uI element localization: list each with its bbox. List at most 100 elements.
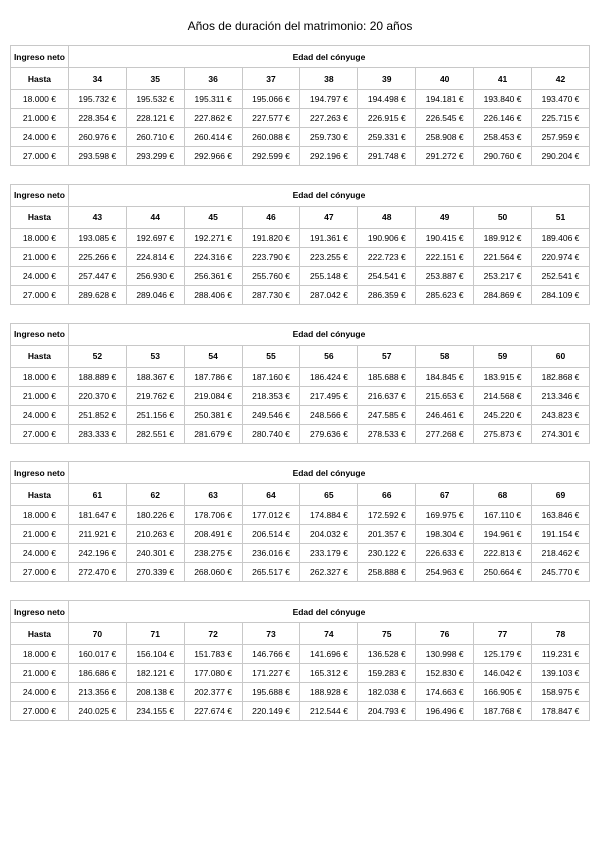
age-cell: 58 [415, 344, 475, 368]
age-cell: 50 [473, 205, 533, 229]
value-cell: 182.038 € [357, 682, 417, 703]
value-cell: 259.331 € [357, 127, 417, 147]
data-row: 18.000 €193.085 €192.697 €192.271 €191.8… [10, 227, 590, 248]
age-cell: 55 [241, 344, 301, 368]
age-cell: 66 [357, 483, 417, 507]
data-table: Ingreso neto Edad del cónyuge Hasta 61 62 63 6… [10, 461, 591, 583]
value-cell: 182.121 € [125, 663, 185, 684]
value-cell: 171.227 € [241, 663, 301, 684]
value-cell: 192.271 € [183, 227, 243, 248]
value-cell: 191.361 € [299, 227, 359, 248]
header-cell: Edad del cónyuge [67, 461, 591, 485]
value-cell: 258.453 € [473, 127, 533, 147]
value-cell: 188.928 € [299, 682, 359, 703]
value-cell: 215.653 € [415, 385, 475, 406]
value-cell: 270.339 € [125, 562, 185, 583]
value-cell: 240.025 € [67, 701, 127, 722]
value-cell: 275.873 € [473, 423, 533, 444]
value-cell: 182.868 € [531, 366, 590, 387]
value-cell: 290.760 € [473, 146, 533, 166]
value-cell: 177.012 € [241, 505, 301, 526]
header-row: Hasta 34 35 36 37 38 39 40 41 42 [10, 67, 590, 90]
row-label: 24.000 € [10, 265, 69, 286]
header-cell: Ingreso neto [10, 461, 69, 485]
value-cell: 287.730 € [241, 284, 301, 305]
value-cell: 220.370 € [67, 385, 127, 406]
page-title: Años de duración del matrimonio: 20 años [187, 19, 413, 33]
age-cell: 46 [241, 205, 301, 229]
value-cell: 251.156 € [125, 404, 185, 425]
data-row: 18.000 €195.732 €195.532 €195.311 €195.0… [10, 89, 590, 109]
value-cell: 226.545 € [415, 108, 475, 128]
value-cell: 210.263 € [125, 524, 185, 545]
value-cell: 220.149 € [241, 701, 301, 722]
data-row: 18.000 €160.017 €156.104 €151.783 €146.7… [10, 644, 590, 665]
value-cell: 245.770 € [531, 562, 590, 583]
header-cell: Hasta [10, 67, 69, 90]
value-cell: 180.226 € [125, 505, 185, 526]
age-cell: 41 [473, 67, 533, 90]
value-cell: 169.975 € [415, 505, 475, 526]
value-cell: 130.998 € [415, 644, 475, 665]
value-cell: 223.790 € [241, 246, 301, 267]
value-cell: 258.888 € [357, 562, 417, 583]
header-cell: Edad del cónyuge [67, 45, 591, 68]
age-cell: 72 [183, 622, 243, 646]
header-row: Hasta 43 44 45 46 47 48 49 50 51 [10, 205, 590, 229]
age-cell: 35 [125, 67, 185, 90]
value-cell: 163.846 € [531, 505, 590, 526]
row-label: 21.000 € [10, 663, 69, 684]
value-cell: 230.122 € [357, 543, 417, 564]
value-cell: 186.424 € [299, 366, 359, 387]
age-cell: 65 [299, 483, 359, 507]
data-row: 27.000 €283.333 €282.551 €281.679 €280.7… [10, 423, 590, 444]
value-cell: 195.066 € [241, 89, 301, 109]
data-row: 24.000 €251.852 €251.156 €250.381 €249.5… [10, 404, 590, 425]
value-cell: 191.154 € [531, 524, 590, 545]
age-cell: 75 [357, 622, 417, 646]
value-cell: 278.533 € [357, 423, 417, 444]
age-cell: 48 [357, 205, 417, 229]
age-cell: 40 [415, 67, 475, 90]
age-cell: 57 [357, 344, 417, 368]
value-cell: 158.975 € [531, 682, 590, 703]
value-cell: 146.042 € [473, 663, 533, 684]
value-cell: 219.762 € [125, 385, 185, 406]
data-row: 21.000 €220.370 €219.762 €219.084 €218.3… [10, 385, 590, 406]
value-cell: 286.359 € [357, 284, 417, 305]
value-cell: 222.151 € [415, 246, 475, 267]
age-cell: 70 [67, 622, 127, 646]
value-cell: 262.327 € [299, 562, 359, 583]
value-cell: 194.797 € [299, 89, 359, 109]
data-row: 21.000 €211.921 €210.263 €208.491 €206.5… [10, 524, 590, 545]
value-cell: 289.046 € [125, 284, 185, 305]
value-cell: 136.528 € [357, 644, 417, 665]
value-cell: 194.498 € [357, 89, 417, 109]
value-cell: 282.551 € [125, 423, 185, 444]
row-label: 27.000 € [10, 423, 69, 444]
value-cell: 220.974 € [531, 246, 590, 267]
value-cell: 181.647 € [67, 505, 127, 526]
age-cell: 59 [473, 344, 533, 368]
data-row: 18.000 €188.889 €188.367 €187.786 €187.1… [10, 366, 590, 387]
value-cell: 151.783 € [183, 644, 243, 665]
header-cell: Ingreso neto [10, 600, 69, 624]
value-cell: 191.820 € [241, 227, 301, 248]
value-cell: 222.723 € [357, 246, 417, 267]
header-row: Hasta 52 53 54 55 56 57 58 59 60 [10, 344, 590, 368]
value-cell: 227.263 € [299, 108, 359, 128]
value-cell: 202.377 € [183, 682, 243, 703]
value-cell: 225.715 € [531, 108, 590, 128]
age-cell: 34 [67, 67, 127, 90]
value-cell: 288.406 € [183, 284, 243, 305]
value-cell: 221.564 € [473, 246, 533, 267]
value-cell: 217.495 € [299, 385, 359, 406]
value-cell: 250.664 € [473, 562, 533, 583]
data-row: 24.000 €257.447 €256.930 €256.361 €255.7… [10, 265, 590, 286]
value-cell: 178.847 € [531, 701, 590, 722]
age-cell: 37 [241, 67, 301, 90]
age-cell: 45 [183, 205, 243, 229]
value-cell: 183.915 € [473, 366, 533, 387]
age-cell: 53 [125, 344, 185, 368]
age-cell: 44 [125, 205, 185, 229]
